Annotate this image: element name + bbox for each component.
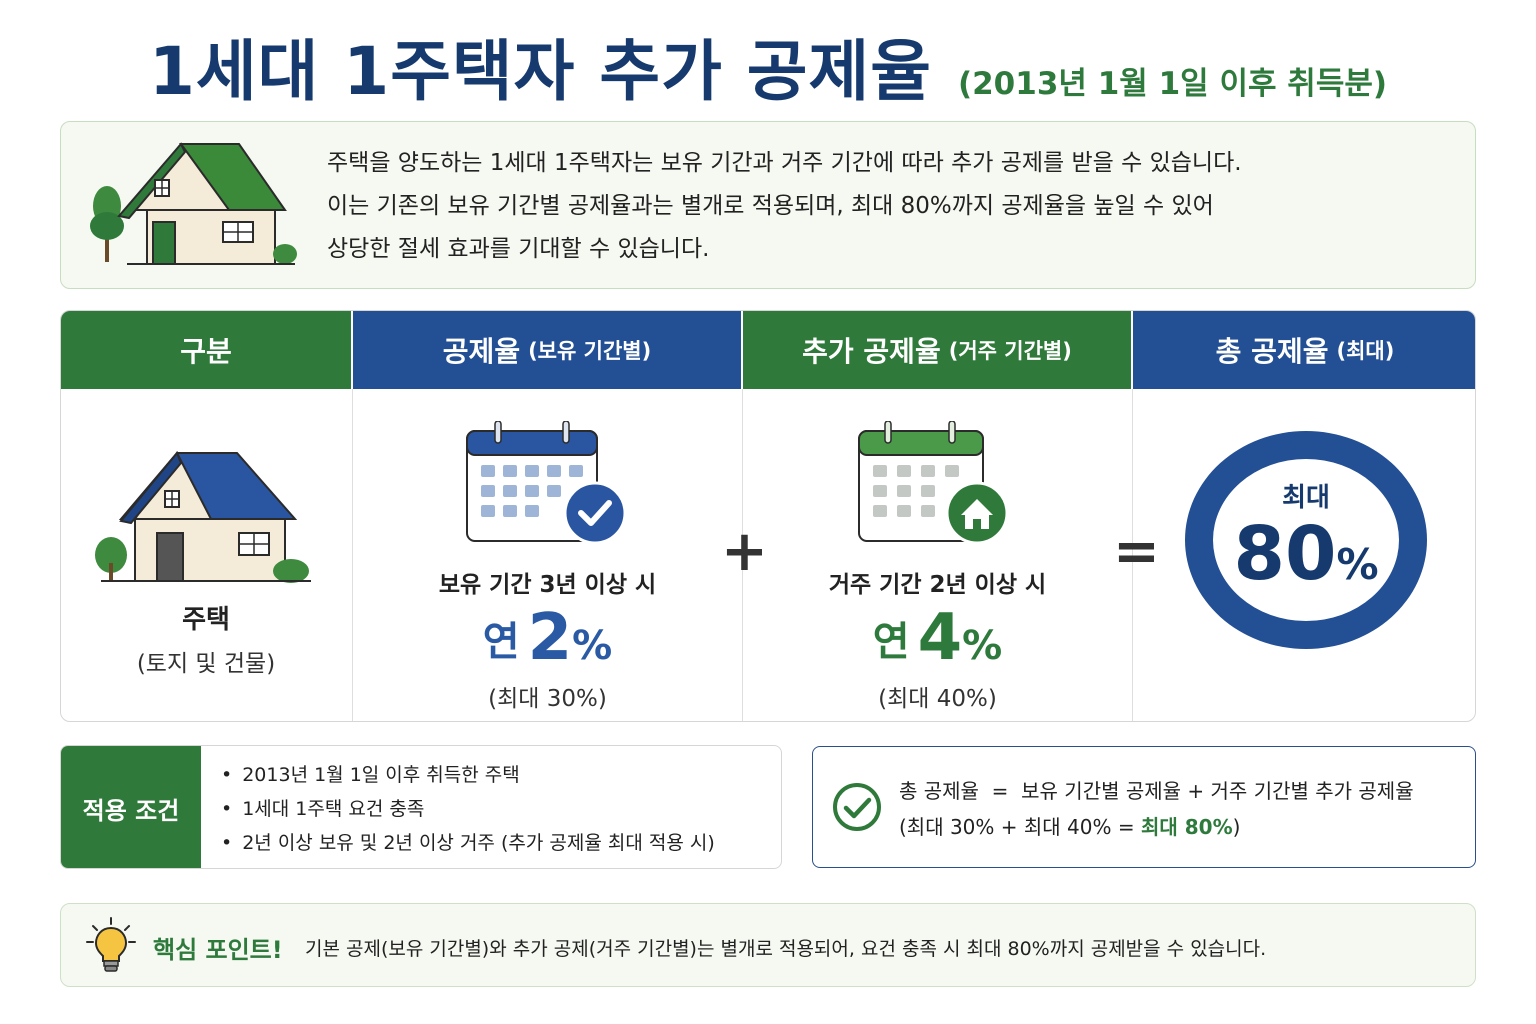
- holding-rate-unit: %: [572, 623, 613, 669]
- holding-rate-value: 2: [527, 601, 573, 675]
- calendar-home-icon: [858, 421, 1009, 545]
- residence-cell: 거주 기간 2년 이상 시 연 4% (최대 40%): [742, 389, 1132, 721]
- formula-highlight: 최대 80%: [1140, 815, 1233, 839]
- header-residence-label: 추가 공제율: [802, 335, 941, 368]
- formula-line-2-prefix: (최대 30% + 최대 40% =: [899, 815, 1141, 839]
- header-holding: 공제율 (보유 기간별): [353, 311, 741, 389]
- intro-text: 주택을 양도하는 1세대 1주택자는 보유 기간과 거주 기간에 따라 추가 공…: [327, 142, 1447, 271]
- formula-box: 총 공제율 = 보유 기간별 공제율 + 거주 기간별 추가 공제율 (최대 3…: [812, 746, 1476, 868]
- intro-line: 주택을 양도하는 1세대 1주택자는 보유 기간과 거주 기간에 따라 추가 공…: [327, 150, 1242, 176]
- residence-max: (최대 40%): [878, 686, 997, 712]
- total-label: 최대: [1282, 483, 1330, 513]
- total-rate: 80%: [1185, 511, 1427, 597]
- key-point-text: 기본 공제(보유 기간별)와 추가 공제(거주 기간별)는 별개로 적용되어, …: [305, 938, 1267, 960]
- list-item: 1세대 1주택 요건 충족: [221, 792, 715, 826]
- header-category: 구분: [61, 311, 351, 389]
- calendar-check-icon: [466, 421, 627, 545]
- total-ring-content: 최대 80%: [1185, 431, 1427, 649]
- header-total-label: 총 공제율: [1215, 335, 1329, 368]
- header-residence: 추가 공제율 (거주 기간별): [743, 311, 1131, 389]
- header-residence-sub: (거주 기간별): [948, 339, 1072, 363]
- title-row: 1세대 1주택자 추가 공제율 (2013년 1월 1일 이후 취득분): [0, 18, 1536, 110]
- category-name: 주택: [182, 605, 230, 635]
- category-sublabel: (토지 및 건물): [136, 651, 276, 677]
- residence-rate-value: 4: [917, 601, 963, 675]
- page-title: 1세대 1주택자 추가 공제율: [148, 33, 932, 110]
- residence-condition: 거주 기간 2년 이상 시: [828, 572, 1047, 598]
- key-point-label: 핵심 포인트!: [153, 936, 283, 964]
- formula-line-2: (최대 30% + 최대 40% = 최대 80%): [899, 811, 1240, 840]
- list-item: 2년 이상 보유 및 2년 이상 거주 (추가 공제율 최대 적용 시): [221, 826, 715, 860]
- header-category-label: 구분: [180, 335, 232, 368]
- holding-condition: 보유 기간 3년 이상 시: [438, 572, 657, 598]
- plus-sign: +: [721, 519, 768, 584]
- total-cell: 최대 80%: [1132, 389, 1475, 721]
- holding-cell: 보유 기간 3년 이상 시 연 2% (최대 30%): [352, 389, 742, 721]
- page-subtitle: (2013년 1월 1일 이후 취득분): [957, 66, 1388, 102]
- total-rate-unit: %: [1336, 540, 1379, 589]
- header-holding-label: 공제율: [442, 335, 521, 368]
- deduction-table: 구분 공제율 (보유 기간별) 추가 공제율 (거주 기간별) 총 공제율 (최…: [60, 310, 1476, 722]
- intro-line: 상당한 절세 효과를 기대할 수 있습니다.: [327, 236, 710, 262]
- conditions-list: 2013년 1월 1일 이후 취득한 주택 1세대 1주택 요건 충족 2년 이…: [221, 758, 715, 860]
- list-item: 2013년 1월 1일 이후 취득한 주택: [221, 758, 715, 792]
- header-holding-sub: (보유 기간별): [528, 339, 652, 363]
- residence-rate: 연 4%: [743, 601, 1132, 675]
- house-blue-icon: [95, 450, 311, 583]
- intro-box: 주택을 양도하는 1세대 1주택자는 보유 기간과 거주 기간에 따라 추가 공…: [60, 121, 1476, 289]
- holding-rate: 연 2%: [353, 601, 742, 675]
- residence-rate-unit: %: [962, 623, 1003, 669]
- conditions-box: 적용 조건 2013년 1월 1일 이후 취득한 주택 1세대 1주택 요건 충…: [60, 745, 782, 869]
- formula-line-2-suffix: ): [1232, 815, 1241, 839]
- category-cell: 주택 (토지 및 건물): [61, 389, 352, 721]
- lightbulb-icon: [86, 917, 136, 972]
- holding-rate-prefix: 연: [482, 619, 520, 665]
- total-rate-value: 80: [1233, 511, 1337, 597]
- key-point-box: 핵심 포인트! 기본 공제(보유 기간별)와 추가 공제(거주 기간별)는 별개…: [60, 903, 1476, 987]
- residence-rate-prefix: 연: [872, 619, 910, 665]
- category-label: 주택 (토지 및 건물): [61, 599, 351, 678]
- conditions-title: 적용 조건: [61, 746, 201, 868]
- formula-line-1: 총 공제율 = 보유 기간별 공제율 + 거주 기간별 추가 공제율: [899, 779, 1414, 803]
- check-circle-icon: [833, 783, 881, 831]
- intro-line: 이는 기존의 보유 기간별 공제율과는 별개로 적용되며, 최대 80%까지 공…: [327, 193, 1214, 219]
- header-total-sub: (최대): [1336, 339, 1395, 363]
- equals-sign: =: [1113, 519, 1160, 584]
- header-total: 총 공제율 (최대): [1133, 311, 1475, 389]
- house-icon: [90, 142, 297, 265]
- holding-max: (최대 30%): [488, 686, 607, 712]
